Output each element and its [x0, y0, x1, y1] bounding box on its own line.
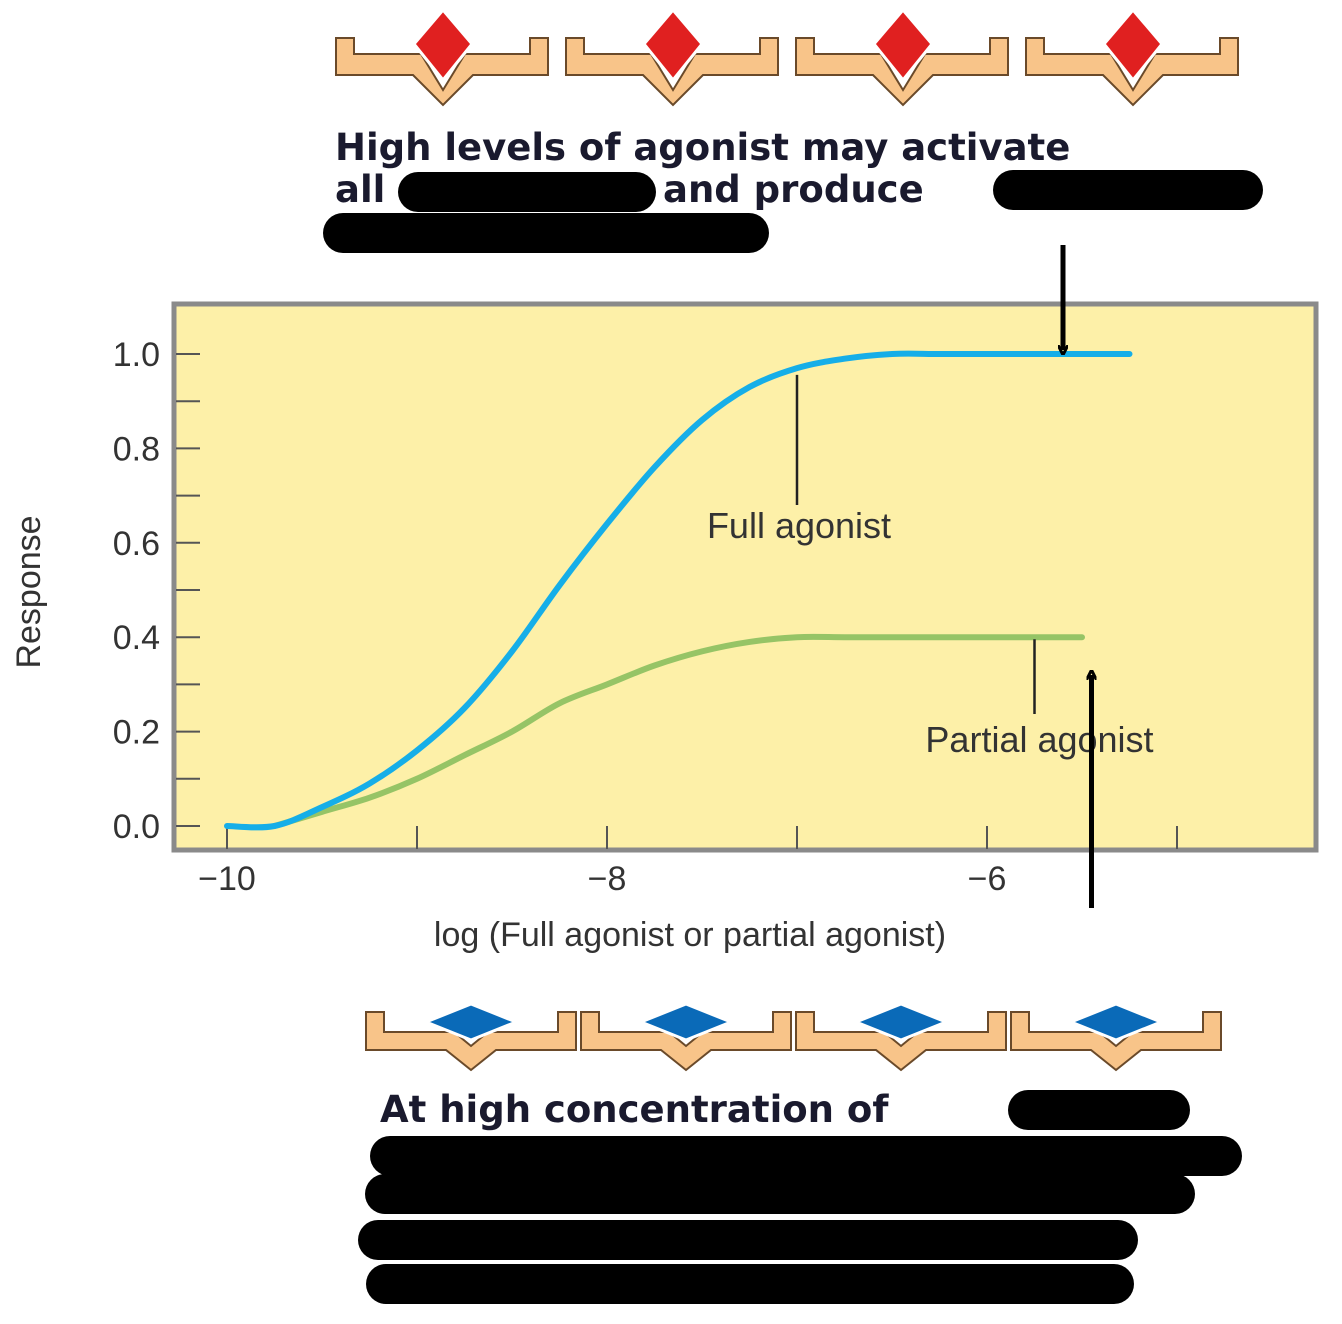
receptor-with-partial-agonist — [795, 1002, 1007, 1072]
receptor-with-partial-agonist — [1010, 1002, 1222, 1072]
receptor-with-partial-agonist — [365, 1002, 577, 1072]
redaction-bar — [323, 213, 769, 253]
receptor-shape — [335, 37, 549, 107]
partial-agonist-diamond — [636, 1002, 736, 1042]
receptor-with-partial-agonist — [580, 1002, 792, 1072]
x-tick-label: −6 — [968, 860, 1007, 898]
y-tick-label: 0.6 — [113, 525, 160, 563]
top-caption-line-2b: and produce — [663, 168, 924, 211]
x-tick-label: −8 — [588, 860, 627, 898]
y-tick-label: 0.0 — [113, 808, 160, 846]
full-agonist-diamond — [412, 7, 474, 83]
y-tick-label: 0.2 — [113, 714, 160, 752]
partial-agonist-diamond — [421, 1002, 521, 1042]
receptor-shape — [580, 1011, 792, 1072]
x-tick-label: −10 — [198, 860, 256, 898]
annotation-layer: Full agonist Partial agonist — [707, 245, 1154, 908]
redaction-bar — [366, 1264, 1134, 1304]
full-agonist-label: Full agonist — [707, 505, 891, 546]
y-tick-label: 0.4 — [113, 619, 160, 657]
receptor-shape — [1025, 37, 1239, 107]
redaction-bar — [398, 172, 656, 212]
partial-agonist-receptor-row — [365, 1002, 1222, 1072]
receptor-with-agonist — [565, 7, 779, 107]
partial-agonist-diamond — [1066, 1002, 1166, 1042]
receptor-shape — [565, 37, 779, 107]
redaction-bar — [370, 1136, 1242, 1176]
partial-agonist-label: Partial agonist — [925, 719, 1153, 760]
top-caption-line-2a: all — [335, 168, 386, 211]
receptor-with-agonist — [335, 7, 549, 107]
y-axis: 0.0 0.2 0.4 0.6 0.8 1.0 — [113, 336, 200, 846]
receptor-shape — [795, 37, 1009, 107]
series-layer — [224, 350, 1133, 831]
redaction-bar — [358, 1220, 1138, 1260]
full-agonist-diamond — [642, 7, 704, 83]
partial-agonist-diamond — [851, 1002, 951, 1042]
receptor-with-agonist — [795, 7, 1009, 107]
top-caption-line-1: High levels of agonist may activate — [335, 126, 1071, 169]
full-agonist-diamond — [1102, 7, 1164, 83]
full-agonist-curve — [224, 350, 1133, 831]
redaction-bar — [1008, 1090, 1190, 1130]
receptor-shape — [795, 1011, 1007, 1072]
receptor-shape — [1010, 1011, 1222, 1072]
x-axis-title: log (Full agonist or partial agonist) — [434, 916, 946, 954]
redaction-bar — [365, 1174, 1195, 1214]
bottom-caption-line-1: At high concentration of — [380, 1088, 889, 1131]
y-tick-label: 1.0 — [113, 336, 160, 374]
full-agonist-diamond — [872, 7, 934, 83]
receptor-with-agonist — [1025, 7, 1239, 107]
receptor-shape — [365, 1011, 577, 1072]
full-agonist-receptor-row — [335, 7, 1239, 107]
redaction-bar — [993, 170, 1263, 210]
x-axis: −10 −8 −6 — [198, 826, 1178, 898]
y-tick-label: 0.8 — [113, 430, 160, 468]
partial-agonist-curve — [271, 633, 1085, 829]
plot-area — [171, 301, 1319, 853]
y-axis-title: Response — [10, 515, 48, 668]
dose-response-chart: 0.0 0.2 0.4 0.6 0.8 1.0 −10 −8 −6 Full agonist P… — [10, 245, 1319, 954]
